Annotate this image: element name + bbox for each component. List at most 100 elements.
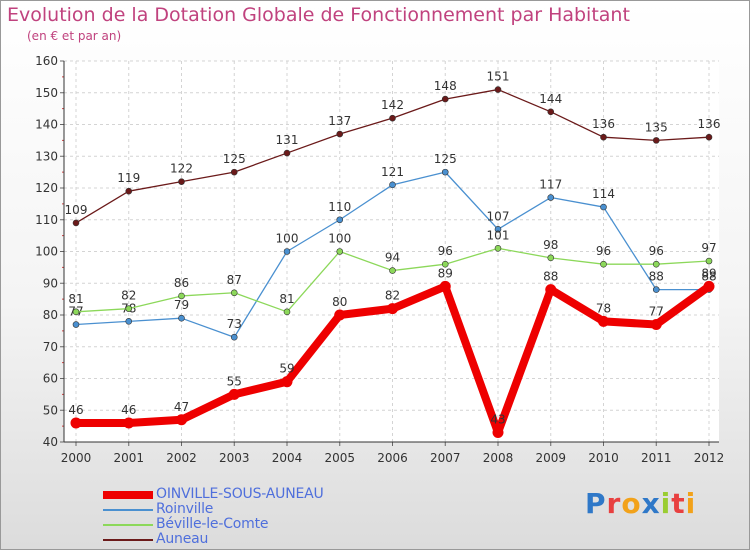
y-tick-label: 110	[35, 213, 58, 227]
data-label-roinville: 79	[174, 298, 189, 312]
data-label-roinville: 88	[649, 270, 664, 284]
data-point-b-ville-le-comte	[441, 260, 449, 268]
data-label-auneau: 109	[65, 203, 88, 217]
data-label-auneau: 151	[487, 70, 510, 84]
x-tick-label: 2012	[694, 451, 725, 465]
y-tick-label: 80	[43, 308, 58, 322]
data-point-auneau	[72, 219, 80, 227]
y-tick-label: 160	[35, 54, 58, 68]
data-label-b-ville-le-comte: 81	[279, 292, 294, 306]
logo-letter: i	[685, 487, 697, 520]
data-label-roinville: 107	[487, 209, 510, 223]
legend-label: Béville-le-Comte	[156, 516, 269, 532]
data-label-auneau: 137	[328, 114, 351, 128]
data-label-roinville: 125	[434, 152, 457, 166]
data-label-roinville: 73	[227, 317, 242, 331]
logo-letter: x	[641, 487, 661, 520]
data-label-oinville-sous-auneau: 77	[649, 305, 664, 319]
data-label-b-ville-le-comte: 86	[174, 276, 189, 290]
data-point-oinville-sous-auneau	[228, 388, 240, 400]
data-point-b-ville-le-comte	[494, 245, 502, 252]
data-label-auneau: 119	[117, 171, 140, 185]
legend-swatch	[103, 508, 153, 511]
x-tick-label: 2002	[166, 451, 197, 465]
data-label-oinville-sous-auneau: 46	[68, 403, 83, 417]
data-point-b-ville-le-comte	[547, 254, 555, 262]
legend-swatch	[103, 538, 153, 541]
data-label-b-ville-le-comte: 94	[385, 251, 400, 265]
x-tick-label: 2003	[219, 451, 250, 465]
data-label-b-ville-le-comte: 96	[596, 244, 611, 258]
legend-swatch	[103, 490, 153, 499]
data-point-auneau	[389, 114, 396, 122]
data-point-oinville-sous-auneau	[703, 280, 715, 292]
data-point-auneau	[441, 95, 449, 103]
data-label-oinville-sous-auneau: 47	[174, 400, 189, 414]
y-tick-label: 60	[43, 372, 58, 386]
data-label-oinville-sous-auneau: 59	[279, 362, 294, 376]
data-label-auneau: 135	[645, 120, 668, 134]
x-tick-label: 2011	[641, 451, 672, 465]
data-point-oinville-sous-auneau	[70, 417, 82, 429]
data-label-oinville-sous-auneau: 78	[596, 301, 611, 315]
data-point-oinville-sous-auneau	[545, 284, 557, 296]
data-point-auneau	[600, 133, 607, 141]
x-tick-label: 2007	[430, 451, 461, 465]
legend-item-oinville-sous-auneau: OINVILLE-SOUS-AUNEAU	[103, 487, 324, 502]
data-point-b-ville-le-comte	[336, 248, 344, 255]
data-point-roinville	[494, 225, 502, 233]
legend: OINVILLE-SOUS-AUNEAU Roinville Béville-le-…	[103, 487, 324, 547]
data-label-roinville: 117	[539, 178, 562, 192]
data-label-auneau: 136	[698, 117, 721, 131]
x-tick-label: 2006	[377, 451, 408, 465]
data-label-b-ville-le-comte: 100	[328, 232, 351, 246]
data-label-auneau: 122	[170, 162, 193, 176]
data-point-b-ville-le-comte	[283, 308, 291, 316]
x-tick-label: 2009	[535, 451, 566, 465]
data-label-auneau: 131	[276, 133, 299, 147]
data-point-oinville-sous-auneau	[334, 309, 346, 321]
data-point-roinville	[652, 286, 660, 293]
data-label-b-ville-le-comte: 97	[701, 241, 716, 255]
data-point-oinville-sous-auneau	[123, 417, 135, 429]
data-label-b-ville-le-comte: 81	[68, 292, 83, 306]
data-label-oinville-sous-auneau: 89	[701, 266, 716, 280]
data-label-auneau: 142	[381, 98, 404, 112]
data-label-b-ville-le-comte: 96	[649, 244, 664, 258]
data-label-roinville: 110	[328, 200, 351, 214]
legend-item-roinville: Roinville	[103, 502, 324, 517]
data-point-oinville-sous-auneau	[387, 303, 398, 315]
data-point-auneau	[283, 149, 291, 157]
x-tick-label: 2001	[113, 451, 144, 465]
data-label-oinville-sous-auneau: 43	[490, 412, 505, 426]
data-label-roinville: 100	[276, 232, 299, 246]
data-point-b-ville-le-comte	[652, 260, 660, 268]
data-point-b-ville-le-comte	[705, 257, 713, 265]
logo-letter: r	[606, 487, 622, 520]
proxiti-logo: Proxiti	[585, 487, 696, 520]
data-label-roinville: 114	[592, 187, 615, 201]
data-point-auneau	[494, 86, 502, 93]
x-tick-label: 2010	[588, 451, 619, 465]
data-point-auneau	[230, 168, 238, 176]
x-tick-label: 2000	[61, 451, 92, 465]
data-point-roinville	[72, 321, 80, 328]
legend-label: Auneau	[156, 531, 209, 547]
y-tick-label: 100	[35, 245, 58, 259]
data-label-b-ville-le-comte: 87	[227, 273, 242, 287]
data-point-roinville	[600, 203, 607, 211]
x-tick-label: 2008	[483, 451, 514, 465]
x-tick-label: 2005	[324, 451, 355, 465]
logo-letter: i	[660, 487, 672, 520]
legend-swatch	[103, 523, 153, 526]
data-point-auneau	[705, 133, 713, 141]
data-label-auneau: 136	[592, 117, 615, 131]
chart-title: Evolution de la Dotation Globale de Fonc…	[7, 4, 630, 26]
logo-letter: P	[585, 487, 607, 520]
data-point-auneau	[547, 108, 555, 116]
data-point-auneau	[336, 130, 344, 138]
y-tick-label: 140	[35, 118, 58, 132]
data-label-b-ville-le-comte: 101	[487, 228, 510, 242]
